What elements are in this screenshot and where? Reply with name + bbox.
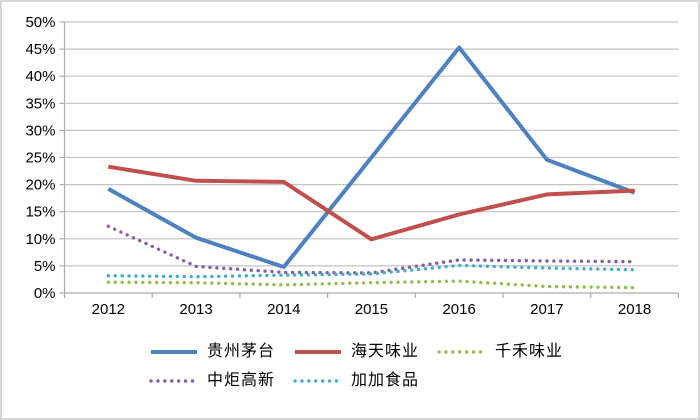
- legend-label: 千禾味业: [495, 343, 564, 360]
- legend-label: 海天味业: [351, 343, 420, 360]
- legend-line-sample-icon: [151, 350, 197, 354]
- legend-item-qianhe-weiye: 千禾味业: [437, 344, 563, 360]
- y-tick-label: 10%: [25, 231, 55, 248]
- x-tick-label: 2013: [179, 301, 212, 318]
- x-tick-label: 2016: [442, 301, 475, 318]
- series-line-3: [106, 224, 637, 275]
- series-line-2: [106, 279, 637, 290]
- legend-line-sample-icon: [149, 379, 199, 383]
- y-tick-label: 35%: [25, 95, 55, 112]
- legend-line-sample-icon: [437, 350, 487, 354]
- x-tick-label: 2014: [267, 301, 300, 318]
- legend-item-zhongju-gaoxin: 中炬高新: [149, 373, 275, 389]
- legend-item-jiajia-shipin: 加加食品: [293, 373, 419, 389]
- series-line-4: [106, 263, 637, 279]
- legend-label: 加加食品: [351, 372, 420, 389]
- y-tick-label: 5%: [34, 258, 56, 275]
- x-tick-label: 2012: [92, 301, 125, 318]
- y-tick-label: 20%: [25, 177, 55, 194]
- legend-label: 中炬高新: [207, 372, 276, 389]
- legend-line-sample-icon: [295, 350, 342, 354]
- series-line-1: [107, 164, 635, 242]
- y-tick-label: 25%: [25, 150, 55, 167]
- y-tick-label: 30%: [25, 122, 55, 139]
- x-tick-label: 2018: [618, 301, 651, 318]
- y-tick-label: 50%: [25, 14, 55, 31]
- y-tick-label: 0%: [34, 285, 56, 302]
- y-tick-label: 40%: [25, 68, 55, 85]
- chart-plot-area: 0% 5% 10% 15% 20% 25% 30% 35% 40% 45% 50% 2012 2013 2…: [25, 14, 680, 318]
- series-line-0: [107, 45, 636, 269]
- chart-legend: 贵州茅台 海天味业 千禾味业 中炬高新 加加食品: [149, 344, 579, 389]
- y-tick-label: 45%: [25, 41, 55, 58]
- x-tick-label: 2017: [530, 301, 563, 318]
- legend-line-sample-icon: [293, 379, 343, 383]
- x-tick-label: 2015: [355, 301, 388, 318]
- legend-item-guizhou-maotai: 贵州茅台: [149, 344, 275, 360]
- legend-label: 贵州茅台: [207, 343, 276, 360]
- legend-item-haitian-weiye: 海天味业: [293, 344, 419, 360]
- y-tick-label: 15%: [25, 204, 55, 221]
